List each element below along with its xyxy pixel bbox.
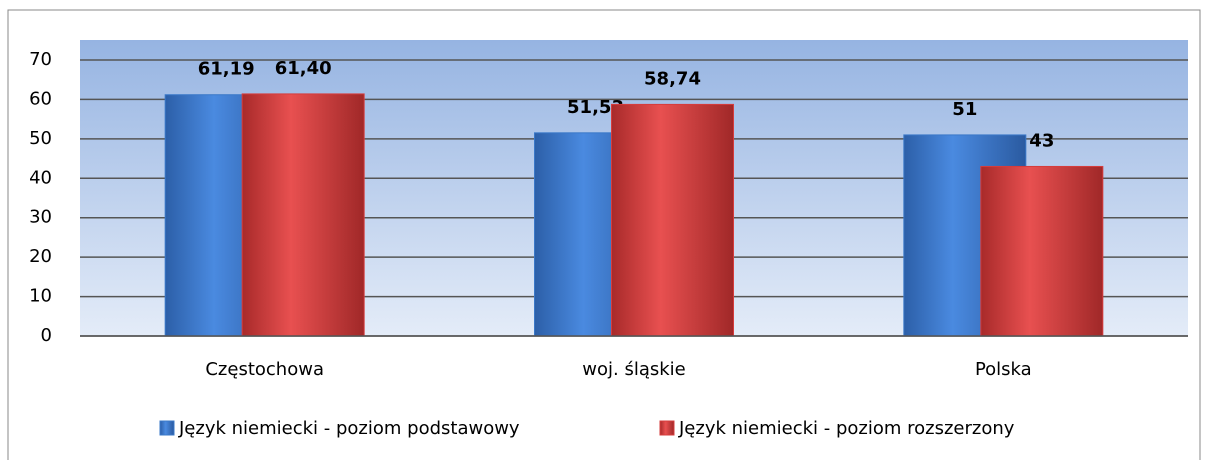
value-label: 61,19: [198, 59, 255, 80]
bar: [611, 103, 734, 337]
value-label: 43: [1029, 130, 1054, 151]
value-label: 51: [952, 99, 977, 120]
x-tick-label: Częstochowa: [205, 359, 324, 380]
bar: [241, 93, 365, 337]
frame: [7, 9, 1201, 464]
y-tick-label: 70: [29, 49, 52, 70]
y-tick-label: 40: [29, 167, 52, 188]
y-tick-label: 20: [29, 246, 52, 267]
x-tick-label: woj. śląskie: [582, 359, 685, 380]
y-tick-label: 60: [29, 88, 52, 109]
y-tick-label: 10: [29, 286, 52, 307]
y-tick-label: 0: [41, 325, 52, 346]
bar: [980, 165, 1104, 337]
y-tick-label: 50: [29, 128, 52, 149]
value-label: 58,74: [644, 68, 701, 89]
x-tick-label: Polska: [975, 359, 1032, 380]
legend-swatch: [159, 420, 175, 436]
legend-label: Język niemiecki - poziom rozszerzony: [678, 418, 1015, 439]
y-tick-label: 30: [29, 207, 52, 228]
legend-label: Język niemiecki - poziom podstawowy: [178, 418, 520, 439]
value-label: 51,53: [567, 97, 624, 118]
value-label: 61,40: [275, 58, 332, 79]
legend-swatch: [659, 420, 675, 436]
